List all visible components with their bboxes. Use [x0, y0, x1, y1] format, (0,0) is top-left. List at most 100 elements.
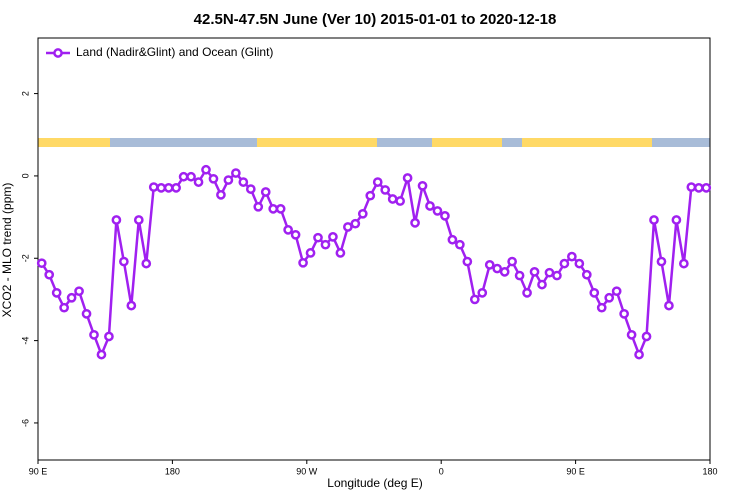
data-point — [611, 286, 622, 297]
data-point — [208, 173, 219, 184]
data-point — [51, 287, 62, 298]
data-point — [350, 218, 361, 229]
data-point — [260, 187, 271, 197]
data-point — [193, 177, 204, 187]
data-point — [701, 183, 712, 193]
data-point — [320, 239, 331, 250]
data-point — [186, 171, 196, 182]
data-point — [567, 251, 577, 262]
data-point — [81, 308, 92, 319]
data-point — [387, 194, 398, 204]
data-point — [499, 266, 510, 277]
data-point — [357, 208, 368, 219]
data-point — [380, 185, 391, 195]
data-point — [290, 229, 301, 240]
data-point — [126, 300, 137, 311]
data-point — [283, 225, 293, 235]
data-point — [96, 349, 107, 360]
data-point — [133, 215, 144, 225]
data-point — [163, 183, 174, 193]
data-point — [559, 258, 570, 269]
data-point — [238, 177, 249, 187]
y-tick-label: -2 — [20, 254, 30, 262]
data-point — [686, 182, 697, 192]
y-tick-label: -6 — [20, 419, 30, 427]
data-point — [410, 218, 420, 228]
data-point — [649, 215, 659, 225]
data-point — [178, 171, 189, 182]
data-point — [574, 258, 585, 269]
data-point — [581, 269, 592, 280]
data-point — [275, 204, 286, 214]
data-point — [268, 204, 279, 214]
data-point — [469, 294, 480, 305]
data-point — [313, 232, 323, 243]
data-point — [343, 222, 353, 232]
data-point — [104, 331, 114, 342]
data-point — [619, 308, 629, 319]
data-point — [440, 211, 450, 221]
data-point — [634, 349, 644, 360]
data-point — [148, 182, 159, 192]
x-tick-label: 90 W — [296, 466, 318, 476]
data-point — [477, 287, 488, 298]
x-tick-label: 180 — [165, 466, 180, 476]
data-point — [328, 232, 338, 242]
x-axis-label: Longitude (deg E) — [327, 476, 422, 490]
data-point — [223, 175, 234, 185]
data-point — [529, 266, 540, 277]
data-point — [417, 180, 428, 191]
data-point — [231, 168, 241, 178]
data-point — [462, 256, 473, 267]
chart-title: 42.5N-47.5N June (Ver 10) 2015-01-01 to … — [194, 11, 557, 28]
data-point — [365, 190, 376, 201]
data-point — [626, 329, 637, 340]
data-point — [447, 234, 458, 245]
data-point — [119, 256, 129, 267]
data-point — [604, 292, 615, 303]
data-point — [522, 287, 532, 298]
y-tick-label: 2 — [20, 91, 30, 96]
data-point — [544, 267, 555, 278]
data-point — [171, 183, 181, 193]
data-point — [59, 302, 69, 313]
data-point — [111, 215, 122, 225]
data-point — [641, 331, 652, 342]
data-point — [245, 184, 256, 194]
data-point — [664, 300, 674, 311]
data-point — [693, 183, 704, 193]
data-point — [432, 206, 443, 216]
data-point — [425, 201, 435, 211]
y-tick-label: 0 — [20, 173, 30, 178]
x-tick-label: 0 — [439, 466, 444, 476]
data-point — [89, 329, 99, 340]
data-point — [395, 196, 405, 206]
data-point — [216, 190, 226, 200]
data-point — [514, 270, 525, 281]
data-point — [156, 183, 167, 193]
data-point — [44, 269, 55, 280]
data-point — [552, 270, 562, 281]
data-point — [372, 177, 383, 187]
data-point — [74, 286, 84, 297]
data-point — [201, 164, 211, 175]
surface-strip — [38, 138, 710, 147]
legend-label: Land (Nadir&Glint) and Ocean (Glint) — [76, 45, 273, 59]
x-tick-label: 90 E — [566, 466, 585, 476]
data-point — [492, 263, 503, 274]
data-point — [507, 256, 517, 267]
data-point — [253, 201, 264, 212]
data-point — [656, 256, 667, 267]
data-point — [141, 258, 152, 269]
data-point — [402, 173, 413, 183]
data-point — [298, 257, 308, 268]
data-point — [305, 248, 316, 258]
data-point — [66, 292, 77, 303]
data-point — [537, 279, 547, 290]
data-point — [679, 258, 689, 269]
data-point — [596, 302, 607, 313]
data-point — [589, 287, 600, 298]
data-point — [335, 248, 346, 258]
data-point — [36, 258, 47, 269]
